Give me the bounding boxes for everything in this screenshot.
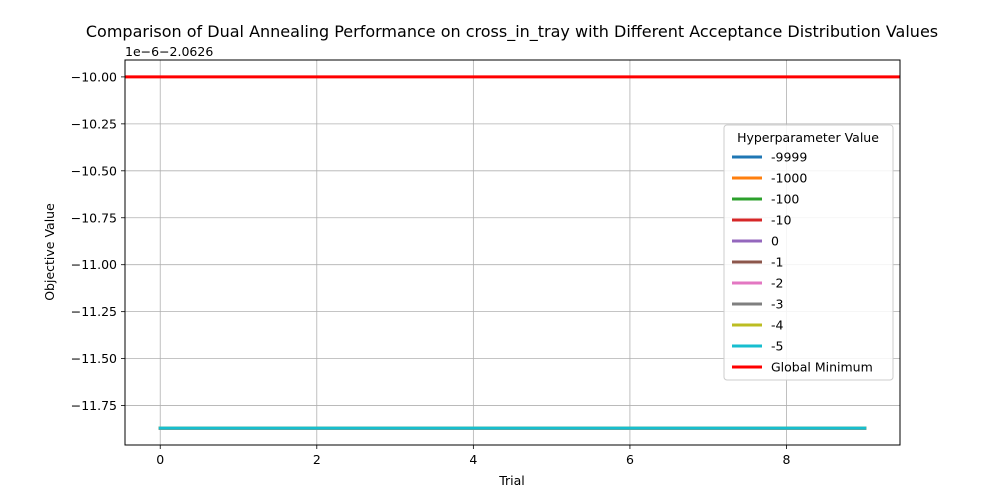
x-tick-label: 2: [313, 452, 321, 467]
x-tick-label: 4: [469, 452, 477, 467]
legend-box: [723, 124, 894, 381]
x-tick-label: 8: [783, 452, 791, 467]
y-ticks: −10.00 −10.25 −10.50 −10.75 −11.00 −11.25 −11.…: [71, 69, 125, 413]
legend-label: -2: [771, 276, 783, 291]
y-tick-label: −11.50: [71, 351, 117, 366]
y-tick-label: −11.00: [71, 257, 117, 272]
legend-label: -4: [771, 318, 784, 333]
legend-label: -9999: [771, 150, 807, 165]
legend-label: -1: [771, 255, 783, 270]
series-lines: [125, 75, 900, 430]
y-tick-label: −10.00: [71, 69, 117, 84]
chart-title: Comparison of Dual Annealing Performance…: [86, 22, 938, 42]
y-tick-label: −11.25: [71, 304, 117, 319]
x-tick-label: 6: [626, 452, 634, 467]
y-axis-label: Objective Value: [42, 203, 57, 301]
legend-label: 0: [771, 234, 779, 249]
y-tick-label: −10.50: [71, 163, 117, 178]
y-offset-text: 1e−6−2.0626: [125, 44, 213, 59]
x-axis-label: Trial: [498, 473, 525, 488]
y-tick-label: −11.75: [71, 398, 117, 413]
legend: Hyperparameter Value -9999-1000-100-100-…: [723, 124, 894, 381]
legend-label: -3: [771, 297, 783, 312]
legend-label: -1000: [771, 171, 807, 186]
x-ticks: 0 2 4 6 8: [156, 445, 791, 467]
legend-label: Global Minimum: [771, 360, 873, 375]
legend-label: -10: [771, 213, 791, 228]
x-tick-label: 0: [156, 452, 164, 467]
y-tick-label: −10.25: [71, 116, 117, 131]
plot-frame: [124, 59, 901, 446]
legend-title: Hyperparameter Value: [737, 130, 879, 145]
legend-label: -5: [771, 339, 783, 354]
y-tick-label: −10.75: [71, 210, 117, 225]
legend-label: -100: [771, 192, 799, 207]
